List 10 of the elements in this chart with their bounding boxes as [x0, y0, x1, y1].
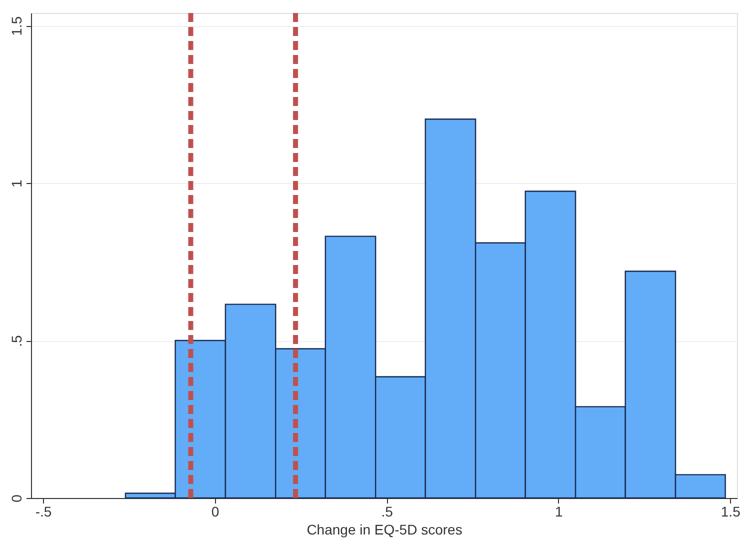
- x-tick-label: 0: [211, 504, 220, 520]
- x-tick-label: -.5: [35, 504, 52, 520]
- x-tick-label: .5: [381, 504, 394, 520]
- y-tick-label: .5: [8, 334, 24, 347]
- y-tick-label: 1.5: [8, 16, 24, 36]
- x-axis-title: Change in EQ-5D scores: [306, 522, 462, 538]
- x-tick-label: 1: [554, 504, 563, 520]
- y-tick-label: 0: [8, 494, 24, 502]
- y-tick-label: 1: [8, 179, 24, 188]
- x-tick-label: 1.5: [720, 504, 741, 520]
